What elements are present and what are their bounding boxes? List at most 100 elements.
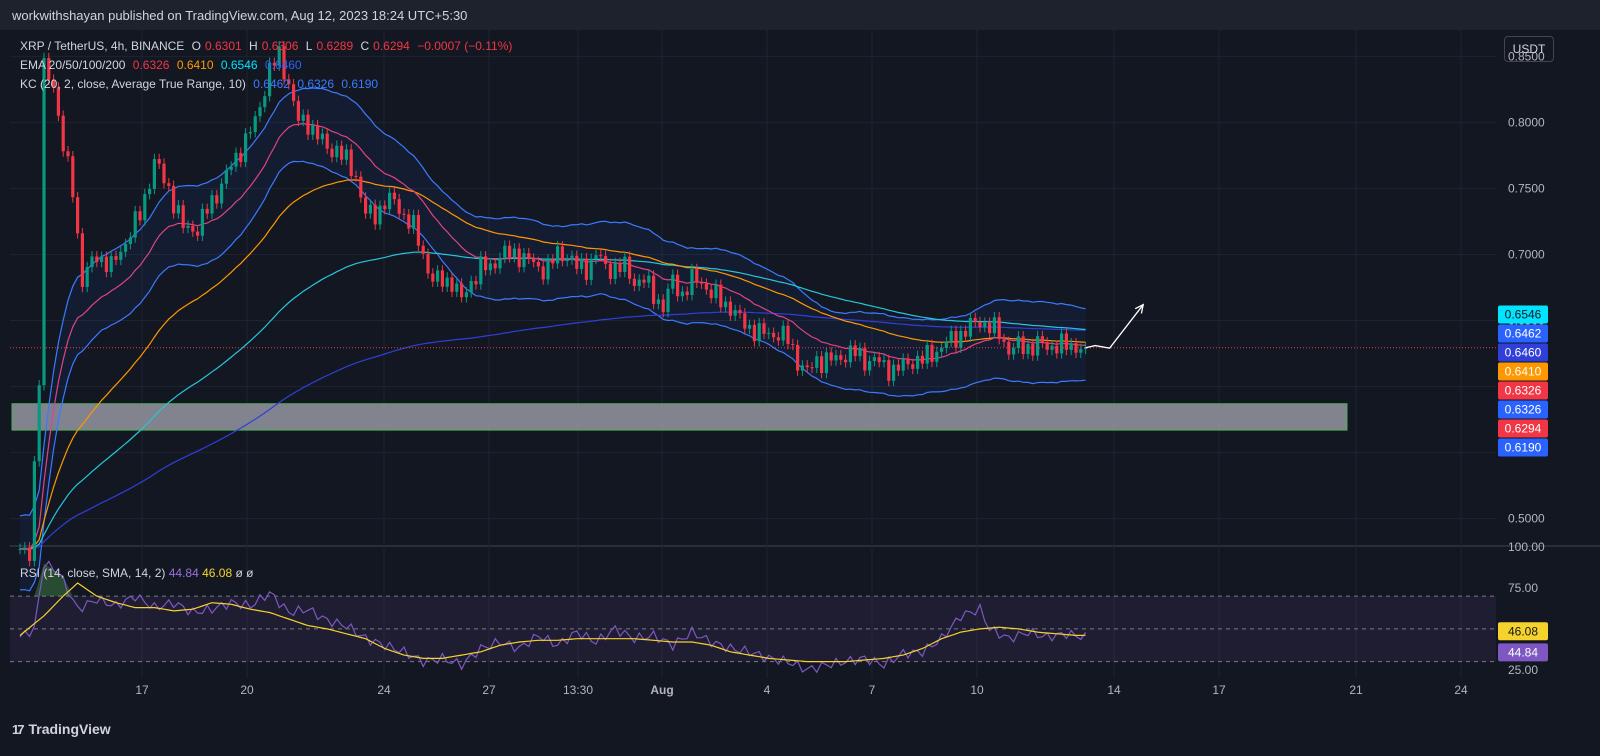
candle-body (143, 194, 147, 221)
candle-body (1064, 333, 1068, 350)
candle-body (834, 355, 838, 361)
candle-body (863, 347, 867, 371)
candle-body (282, 46, 286, 80)
candle-body (220, 183, 224, 204)
price-tag-label: 0.6294 (1505, 421, 1542, 435)
candle-body (608, 263, 612, 279)
candle-body (76, 197, 80, 234)
x-tick-label: 17 (135, 683, 149, 697)
tradingview-mark-icon: 17 (12, 722, 25, 737)
candle-body (589, 258, 593, 280)
keltner-upper-line (19, 87, 1086, 517)
candle-body (1084, 347, 1088, 350)
candle-body (157, 159, 161, 164)
candle-body (728, 301, 732, 316)
change-value: −0.0007 (−0.11%) (417, 39, 513, 53)
candle-body (340, 145, 344, 160)
candle-body (944, 341, 948, 349)
candle-body (800, 365, 804, 371)
candle-body (719, 284, 723, 308)
candle-body (565, 259, 569, 262)
candle-body (148, 188, 152, 195)
publisher-text: workwithshayan published on TradingView.… (12, 8, 468, 23)
candle-body (748, 324, 752, 329)
candle-body (584, 258, 588, 280)
open-value: 0.6301 (204, 39, 242, 53)
candle-body (786, 325, 790, 345)
candle-body (66, 151, 70, 157)
candle-body (887, 360, 891, 381)
currency-button[interactable]: USDT (1504, 36, 1554, 62)
ema50-line (19, 179, 1086, 551)
candle-body (421, 245, 425, 254)
candle-body (484, 256, 488, 271)
tradingview-logo[interactable]: 17 TradingView (12, 721, 111, 737)
candle-body (296, 100, 300, 121)
x-tick-label: 14 (1107, 683, 1121, 697)
candle-body (637, 279, 641, 286)
candle-body (1026, 344, 1030, 355)
candle-body (431, 273, 435, 282)
candle-body (191, 225, 195, 232)
symbol-title: XRP / TetherUS, 4h, BINANCE (20, 39, 185, 53)
candle-body (882, 360, 886, 363)
rsi-tag-label: 44.84 (1508, 645, 1538, 659)
candle-body (335, 145, 339, 158)
candle-body (412, 215, 416, 229)
kc-label: KC (20, 2, close, Average True Range, 10… (20, 77, 246, 91)
candle-body (493, 263, 497, 269)
price-tag-label: 0.6190 (1505, 440, 1542, 454)
candle-body (815, 356, 819, 368)
x-tick-label: 7 (869, 683, 876, 697)
candle-body (392, 192, 396, 200)
candle-body (680, 291, 684, 297)
candle-body (253, 116, 257, 133)
candle-body (32, 461, 36, 561)
ema200-line (19, 311, 1086, 550)
candle-body (700, 282, 704, 284)
candle-body (239, 152, 243, 162)
price-tag (1498, 324, 1548, 343)
candle-body (781, 325, 785, 341)
candle-body (181, 205, 185, 228)
candle-body (858, 347, 862, 357)
candle-body (196, 231, 200, 236)
candle-body (119, 251, 123, 260)
candle-body (368, 204, 372, 214)
candle-body (877, 357, 881, 363)
candle-body (349, 149, 353, 176)
candle-body (575, 255, 579, 269)
candle-body (23, 547, 27, 549)
x-tick-label: 20 (240, 683, 254, 697)
candle-body (839, 355, 843, 360)
candle-body (80, 233, 84, 287)
candle-body (258, 107, 262, 117)
y-tick-label: 0.8500 (1508, 49, 1545, 63)
candle-body (464, 292, 468, 298)
candle-body (172, 185, 176, 214)
candle-body (1040, 336, 1044, 343)
price-tag (1498, 343, 1548, 362)
candle-body (37, 385, 41, 462)
symbol-legend: XRP / TetherUS, 4h, BINANCE O 0.6301 H 0.6… (20, 39, 516, 53)
price-tag-label: 0.6460 (1505, 345, 1542, 359)
candle-body (128, 237, 132, 245)
candle-body (709, 289, 713, 299)
price-tag (1498, 438, 1548, 457)
high-label: H (249, 39, 258, 53)
rsi-sma-value: 46.08 (202, 566, 233, 580)
candle-body (527, 253, 531, 259)
candle-body (373, 204, 377, 225)
candle-body (983, 322, 987, 328)
candle-body (71, 156, 75, 198)
candle-body (916, 355, 920, 369)
rsi-extra-2: ø (246, 566, 254, 580)
rsi-value: 44.84 (168, 566, 199, 580)
candle-body (508, 245, 512, 258)
candle-body (868, 361, 872, 371)
candle-body (344, 149, 348, 160)
candle-body (551, 259, 555, 264)
candle-body (613, 262, 617, 279)
candle-body (704, 283, 708, 290)
